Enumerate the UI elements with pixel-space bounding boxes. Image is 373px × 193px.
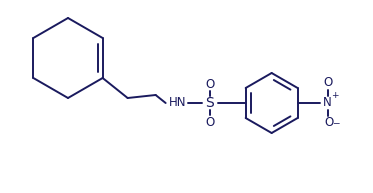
Text: O: O [323, 76, 332, 90]
Text: O: O [324, 117, 333, 130]
Text: −: − [332, 119, 339, 128]
Text: +: + [331, 91, 338, 101]
Text: S: S [205, 96, 214, 110]
Text: HN: HN [169, 96, 186, 109]
Text: N: N [323, 96, 332, 109]
Text: O: O [205, 115, 214, 129]
Text: O: O [205, 78, 214, 91]
